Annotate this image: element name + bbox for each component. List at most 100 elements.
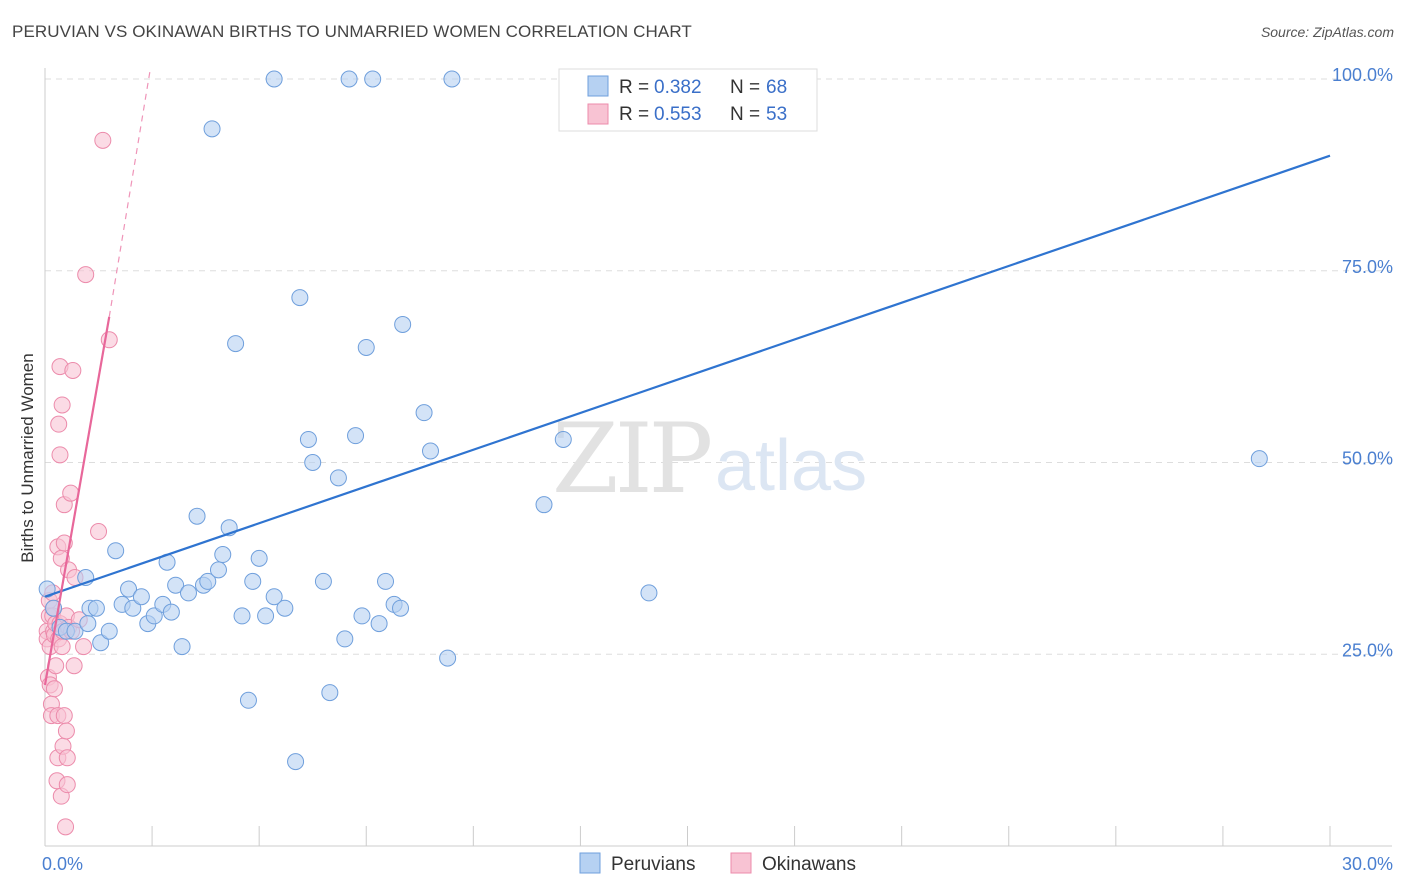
series-legend: Peruvians Okinawans <box>579 852 856 875</box>
peruvians-point <box>209 561 227 579</box>
y-tick-label: 100.0% <box>1332 65 1393 85</box>
y-axis-title: Births to Unmarried Women <box>18 353 37 562</box>
okinawans-point <box>55 707 73 725</box>
okinawans-point <box>64 361 82 379</box>
peruvians-point <box>394 315 412 333</box>
legend-n-value: 53 <box>766 104 787 125</box>
peruvians-point <box>257 607 275 625</box>
peruvians-point <box>443 70 461 88</box>
peruvians-point <box>92 634 110 652</box>
tick-labels: 25.0% 50.0% 75.0% 100.0% 0.0% 30.0% <box>42 65 1393 874</box>
peruvians-point <box>132 588 150 606</box>
peruvians-point <box>336 630 354 648</box>
peruvians-point <box>107 542 125 560</box>
okinawans-point <box>53 396 71 414</box>
peruvians-trendline <box>44 154 1331 598</box>
peruvians-point <box>66 622 84 640</box>
chart-title: PERUVIAN VS OKINAWAN BIRTHS TO UNMARRIED… <box>12 22 692 41</box>
okinawans-point <box>45 680 63 698</box>
legend-n-value: 68 <box>766 77 787 98</box>
peruvians-point <box>321 684 339 702</box>
peruvians-point <box>377 572 395 590</box>
peruvians-point <box>415 404 433 422</box>
okinawans-point <box>94 131 112 149</box>
peruvians-point <box>640 584 658 602</box>
peruvians-point <box>167 576 185 594</box>
legend-r-value: 0.382 <box>654 77 702 98</box>
source-label: Source: ZipAtlas.com <box>1260 24 1394 40</box>
okinawans-point <box>57 722 75 740</box>
okinawans-point <box>57 818 75 836</box>
peruvians-point <box>179 584 197 602</box>
okinawans-point <box>58 749 76 767</box>
legend-n-label: N = <box>730 104 760 125</box>
legend-n-label: N = <box>730 77 760 98</box>
legend-r-label: R = <box>619 104 649 125</box>
peruvians-point <box>233 607 251 625</box>
peruvians-point <box>299 430 317 448</box>
x-tick-label: 0.0% <box>42 854 83 874</box>
peruvians-point <box>199 572 217 590</box>
bottom-legend-swatch-peruvians <box>579 852 601 874</box>
peruvians-point <box>87 599 105 617</box>
peruvians-points <box>38 70 1268 771</box>
peruvians-point <box>439 649 457 667</box>
peruvians-point <box>357 338 375 356</box>
peruvians-point <box>265 588 283 606</box>
okinawans-point <box>58 776 76 794</box>
peruvians-point <box>353 607 371 625</box>
peruvians-point <box>227 335 245 353</box>
peruvians-point <box>392 599 410 617</box>
trendlines <box>43 71 1331 686</box>
peruvians-point <box>79 615 97 633</box>
okinawans-point <box>65 657 83 675</box>
peruvians-point <box>422 442 439 460</box>
peruvians-point <box>162 603 180 621</box>
legend-swatch-peruvians <box>587 75 609 97</box>
peruvians-point <box>329 469 347 487</box>
watermark-zip: ZIP <box>552 403 711 515</box>
okinawans-point <box>75 638 93 656</box>
peruvians-point <box>276 599 294 617</box>
x-tick-label: 30.0% <box>1342 854 1393 874</box>
y-tick-label: 25.0% <box>1342 640 1393 660</box>
peruvians-point <box>314 572 332 590</box>
bottom-legend-label-okinawans: Okinawans <box>762 854 856 875</box>
peruvians-point <box>173 638 191 656</box>
peruvians-point <box>265 70 283 88</box>
peruvians-point <box>554 430 572 448</box>
peruvians-point <box>364 70 382 88</box>
y-tick-label: 75.0% <box>1342 257 1393 277</box>
peruvians-point <box>145 607 163 625</box>
peruvians-point <box>535 496 553 514</box>
peruvians-point <box>347 427 365 445</box>
peruvians-point <box>250 549 268 567</box>
peruvians-point <box>287 753 305 771</box>
peruvians-point <box>244 572 262 590</box>
okinawans-point <box>50 415 68 433</box>
peruvians-point <box>124 599 142 617</box>
okinawans-trendline-extension <box>108 71 151 317</box>
peruvians-point <box>100 622 118 640</box>
y-tick-label: 50.0% <box>1342 449 1393 469</box>
peruvians-point <box>188 507 206 525</box>
peruvians-point <box>239 691 257 709</box>
watermark: ZIP atlas <box>552 403 867 515</box>
peruvians-point <box>214 546 232 564</box>
legend-r-label: R = <box>619 77 649 98</box>
correlation-legend: R = 0.382 N = 68 R = 0.553 N = 53 <box>558 68 818 132</box>
peruvians-point <box>120 580 138 598</box>
peruvians-point <box>370 615 388 633</box>
legend-swatch-okinawans <box>587 103 609 125</box>
axes <box>44 68 1392 847</box>
okinawans-point <box>62 484 80 502</box>
bottom-legend-swatch-okinawans <box>730 852 752 874</box>
okinawans-points <box>38 131 118 836</box>
peruvians-point <box>203 120 221 138</box>
legend-r-value: 0.553 <box>654 104 702 125</box>
okinawans-point <box>77 266 95 284</box>
peruvians-point <box>291 289 309 307</box>
peruvians-point <box>1250 450 1268 468</box>
okinawans-trendline <box>43 316 111 686</box>
